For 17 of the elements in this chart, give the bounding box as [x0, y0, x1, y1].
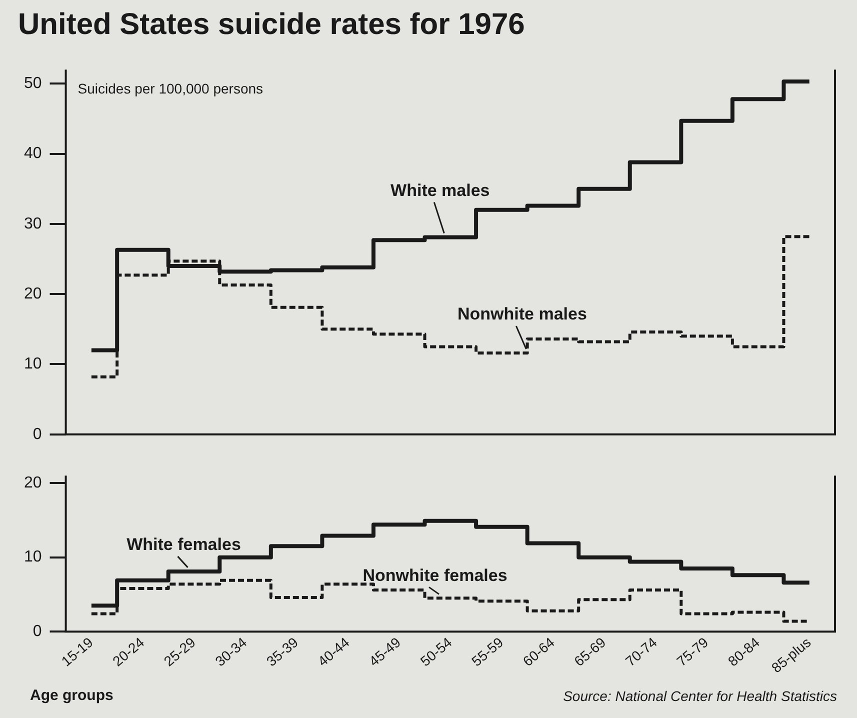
chart-title: United States suicide rates for 1976	[18, 8, 525, 42]
y-tick-label: 20	[24, 474, 42, 492]
series-label: Nonwhite males	[457, 304, 587, 324]
y-tick-label: 0	[32, 426, 42, 443]
source-note: Source: National Center for Health Statistics	[563, 688, 837, 704]
y-tick-label: 10	[24, 356, 42, 373]
y-tick-label: 40	[24, 145, 42, 162]
y-axis-title: Suicides per 100,000 persons	[78, 80, 264, 96]
y-tick-label: 30	[24, 215, 42, 232]
series-label: White males	[390, 180, 490, 200]
y-tick-label: 20	[24, 286, 42, 302]
x-axis-title: Age groups	[30, 687, 114, 704]
y-tick-label: 50	[24, 75, 42, 92]
series-label: Nonwhite females	[362, 566, 508, 585]
series-label: White females	[126, 535, 241, 554]
y-tick-label: 10	[24, 548, 42, 566]
y-tick-label: 0	[32, 623, 42, 640]
